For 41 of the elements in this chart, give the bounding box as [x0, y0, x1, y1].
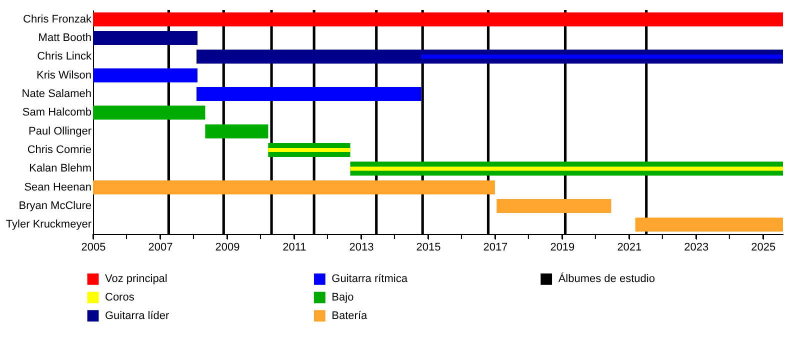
bar — [350, 166, 783, 171]
x-tick-label: 2009 — [215, 242, 240, 254]
x-tick-label: 2013 — [349, 242, 374, 254]
bar — [93, 31, 198, 45]
bar — [93, 180, 495, 194]
x-tick-label: 2021 — [617, 242, 642, 254]
bar — [93, 12, 783, 26]
y-tick-label: Chris Fronzak — [23, 13, 92, 26]
y-tick-label: Chris Comrie — [27, 144, 92, 156]
bar — [635, 218, 783, 232]
y-tick-label: Sean Heenan — [24, 181, 92, 194]
x-tick-label: 2025 — [751, 242, 776, 254]
x-tick-label: 2011 — [282, 242, 306, 254]
x-tick-label: 2023 — [684, 242, 709, 254]
bar — [205, 124, 268, 138]
legend-label: Álbumes de estudio — [558, 272, 655, 286]
x-tick-label: 2005 — [81, 242, 106, 254]
y-tick-label: Tyler Kruckmeyer — [6, 218, 92, 231]
bar — [268, 148, 350, 152]
y-tick-label: Nate Salameh — [22, 88, 92, 100]
y-tick-label: Bryan McClure — [18, 200, 92, 212]
y-tick-label: Chris Linck — [37, 50, 92, 63]
legend-label: Guitarra rítmica — [332, 273, 408, 286]
y-tick-label: Matt Booth — [38, 32, 92, 44]
y-tick-label: Kalan Blehm — [29, 162, 92, 175]
legend-label: Coros — [105, 292, 135, 304]
x-tick-label: 2007 — [148, 242, 173, 254]
x-tick-label: 2015 — [416, 242, 441, 254]
bar — [196, 87, 422, 101]
x-tick-label: 2017 — [483, 242, 508, 254]
bar — [93, 106, 206, 120]
x-tick-label: 2019 — [550, 242, 575, 254]
y-tick-label: Sam Halcomb — [22, 106, 92, 119]
legend-label: Guitarra líder — [105, 310, 170, 322]
legend-label: Voz principal — [105, 273, 168, 286]
legend-label: Batería — [332, 310, 368, 322]
y-tick-label: Kris Wilson — [36, 69, 92, 82]
legend-label: Bajo — [332, 292, 354, 304]
bar — [93, 68, 198, 82]
y-tick-label: Paul Ollinger — [28, 125, 92, 138]
bar — [496, 199, 612, 213]
